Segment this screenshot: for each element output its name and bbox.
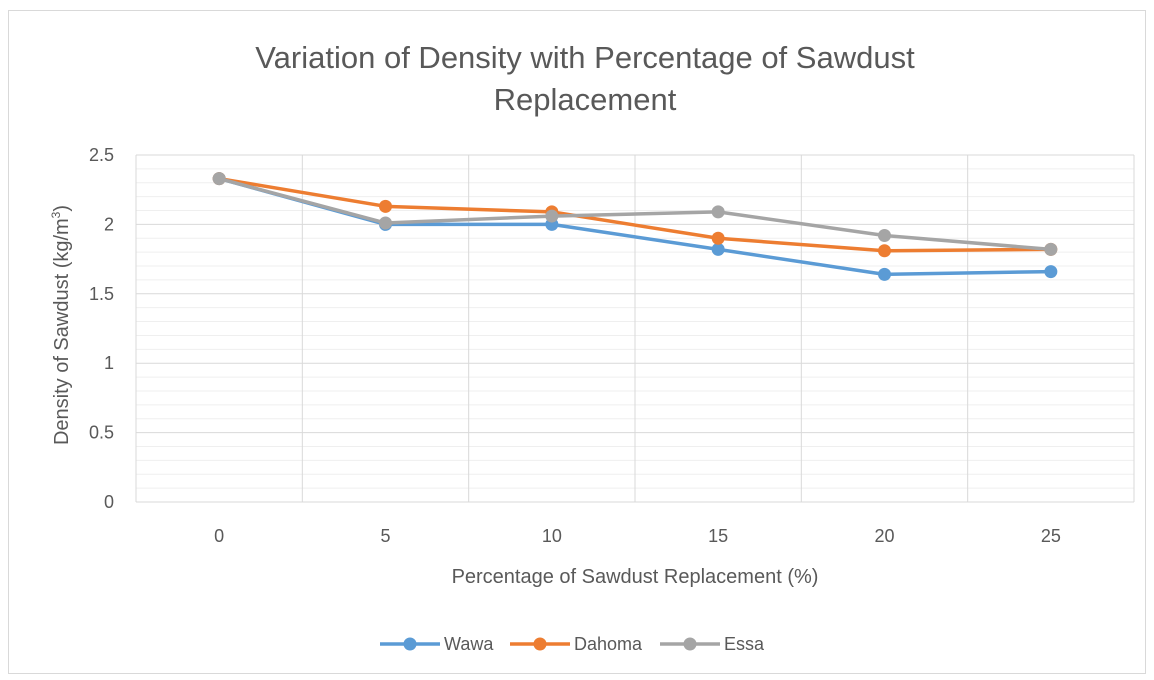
data-point xyxy=(878,244,891,258)
legend-item-wawa: Wawa xyxy=(380,634,494,654)
x-tick-label: 20 xyxy=(874,526,894,546)
series-line xyxy=(218,176,1051,253)
legend-swatch-marker xyxy=(683,637,697,651)
data-point xyxy=(711,242,725,256)
y-axis-tick-labels: 0 0.5 1 1.5 2 2.5 xyxy=(89,145,114,512)
legend-swatch-marker xyxy=(533,637,547,651)
y-tick-label: 0.5 xyxy=(89,423,114,443)
legend-swatch-marker xyxy=(403,637,417,651)
y-tick-label: 2.5 xyxy=(89,145,114,165)
data-point xyxy=(212,172,226,186)
legend-label: Dahoma xyxy=(574,634,643,654)
data-point xyxy=(878,267,891,281)
data-point xyxy=(878,229,891,243)
data-point xyxy=(545,209,559,223)
data-point xyxy=(711,205,725,219)
legend: Wawa Dahoma Essa xyxy=(380,634,765,654)
y-tick-label: 2 xyxy=(104,214,114,234)
x-tick-label: 10 xyxy=(542,526,562,546)
data-point xyxy=(711,231,725,245)
gridlines xyxy=(135,154,1135,503)
x-tick-label: 0 xyxy=(214,526,224,546)
y-axis-title-end: ) xyxy=(51,205,73,212)
x-axis-tick-labels: 0 5 10 15 20 25 xyxy=(214,526,1061,546)
y-tick-label: 1 xyxy=(104,353,114,373)
y-axis-title-superscript: 3 xyxy=(49,211,63,218)
legend-label: Essa xyxy=(724,634,765,654)
x-tick-label: 5 xyxy=(380,526,390,546)
x-tick-label: 25 xyxy=(1041,526,1061,546)
data-point xyxy=(379,216,392,230)
y-tick-label: 0 xyxy=(104,492,114,512)
chart-title-line-1: Variation of Density with Percentage of … xyxy=(255,40,915,75)
legend-item-dahoma: Dahoma xyxy=(510,634,643,654)
legend-item-essa: Essa xyxy=(660,634,765,654)
chart-title-line-2: Replacement xyxy=(494,82,677,117)
chart-frame xyxy=(8,10,1146,674)
data-point xyxy=(379,199,392,213)
series-layer xyxy=(212,172,1058,281)
data-point xyxy=(1044,242,1058,256)
y-axis-title-main: Density of Sawdust (kg/m xyxy=(51,218,73,445)
data-point xyxy=(1044,265,1058,279)
x-axis-title: Percentage of Sawdust Replacement (%) xyxy=(452,566,819,588)
x-tick-label: 15 xyxy=(708,526,728,546)
legend-label: Wawa xyxy=(444,634,494,654)
series-essa xyxy=(212,172,1058,256)
y-tick-label: 1.5 xyxy=(89,284,114,304)
series-line xyxy=(218,176,1051,252)
y-axis-title: Density of Sawdust (kg/m3) xyxy=(49,205,73,445)
